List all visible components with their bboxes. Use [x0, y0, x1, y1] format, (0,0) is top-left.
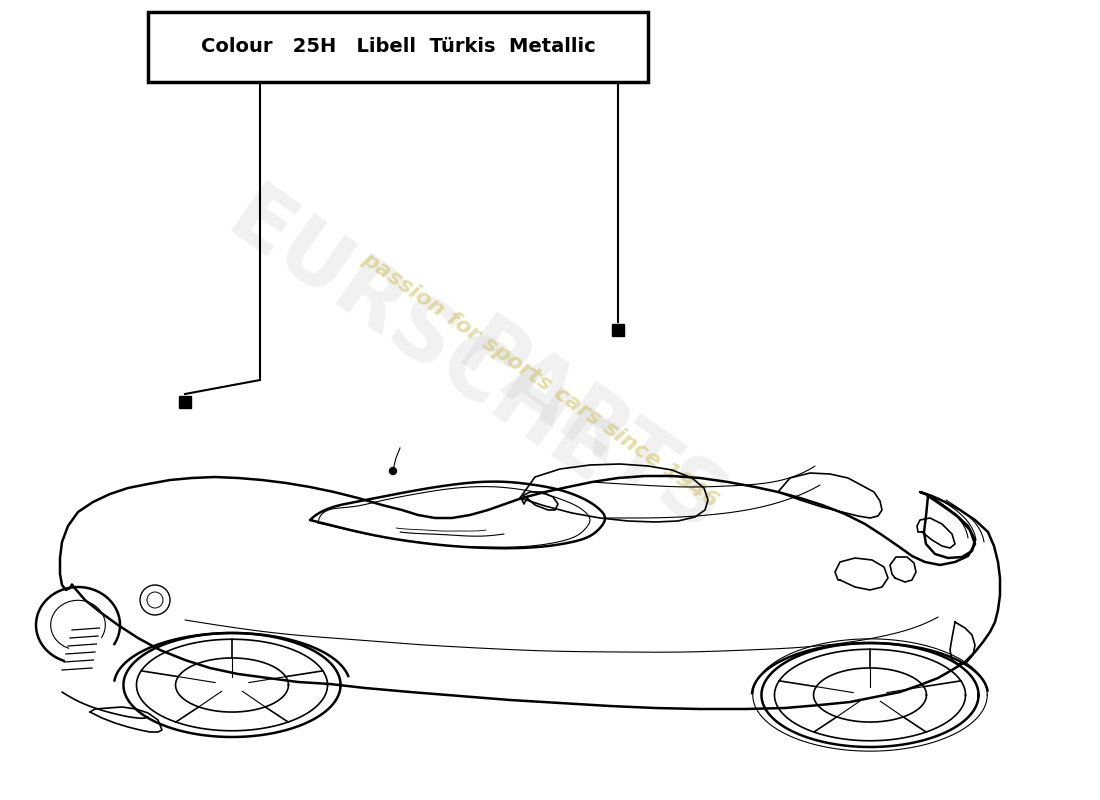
Text: PARTS: PARTS [441, 309, 739, 551]
Bar [148, 12, 648, 82]
Text: passion for sports cars since 1946: passion for sports cars since 1946 [359, 249, 722, 511]
Text: Colour   25H   Libell  Türkis  Metallic: Colour 25H Libell Türkis Metallic [200, 38, 595, 57]
Circle shape [389, 467, 396, 474]
Bar [612, 324, 624, 336]
Bar [179, 396, 191, 408]
Text: EURSCHE: EURSCHE [211, 177, 628, 503]
